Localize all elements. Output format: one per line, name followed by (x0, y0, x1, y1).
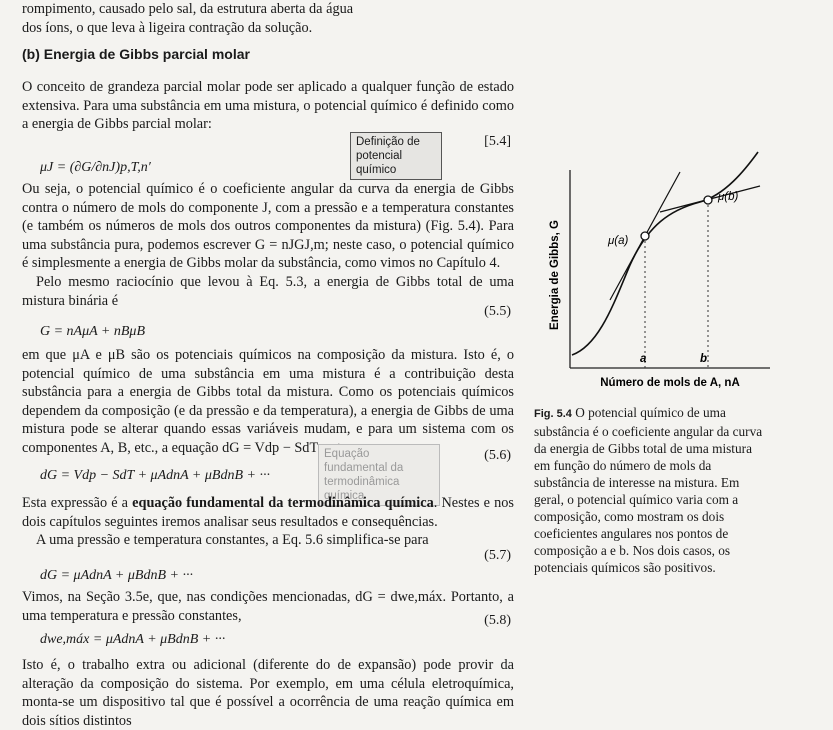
equation: μJ = (∂G/∂nJ)p,T,n′ (40, 160, 151, 175)
paragraph: O conceito de grandeza parcial molar pod… (22, 79, 514, 132)
paragraph: em que μA e μB são os potenciais químico… (22, 347, 514, 456)
composition-label: b (700, 353, 707, 365)
caption-text: O potencial químico de uma substância é … (534, 405, 763, 575)
equation-number: (5.7) (484, 548, 511, 563)
equation-note: Definição de potencial químico (350, 132, 442, 180)
top-line: rompimento, causado pelo sal, da estrutu… (22, 1, 354, 17)
equation-number: (5.5) (484, 304, 511, 319)
text: . Nestes e nos dois capítulos seguintes … (22, 495, 514, 530)
equation: dwe,máx = μAdnA + μBdnB + ··· (40, 632, 226, 647)
paragraph: Pelo mesmo raciocínio que levou à Eq. 5.… (22, 274, 514, 309)
equation: dG = μAdnA + μBdnB + ··· (40, 568, 193, 583)
x-axis-label: Número de mols de A, nA (600, 377, 740, 389)
text: Esta expressão é a (22, 495, 133, 511)
point-b (703, 195, 713, 205)
equation-number: [5.4] (484, 134, 511, 149)
equation-note: Equação fundamental da termodinâmica quí… (318, 444, 440, 506)
equation: dG = Vdp − SdT + μAdnA + μBdnB + ··· (40, 468, 270, 483)
equation-number: (5.8) (484, 613, 511, 628)
figure-caption: Fig. 5.4 O potencial químico de uma subs… (534, 404, 766, 576)
section-heading: (b) Energia de Gibbs parcial molar (22, 46, 250, 62)
equation: G = nAμA + nBμB (40, 324, 146, 339)
point-a (640, 231, 650, 241)
paragraph: Isto é, o trabalho extra ou adicional (d… (22, 657, 514, 729)
paragraph: Esta expressão é a equação fundamental d… (22, 494, 514, 531)
point-label: μ(a) (607, 235, 629, 247)
paragraph: A uma pressão e temperatura constantes, … (36, 532, 429, 548)
bold-text: equação fundamental da termodinâmica quí… (132, 495, 434, 511)
paragraph: Ou seja, o potencial químico é o coefici… (22, 181, 514, 271)
caption-label: Fig. 5.4 (534, 408, 572, 420)
figure: μ(a) μ(b) a b Energia de Gibbs, G Número… (549, 151, 770, 389)
y-axis-label: Energia de Gibbs, G (549, 220, 561, 330)
paragraph: Vimos, na Seção 3.5e, que, nas condições… (22, 589, 514, 624)
gibbs-curve (571, 151, 759, 356)
composition-label: a (640, 353, 647, 365)
point-label: μ(b) (717, 191, 739, 203)
top-line: dos íons, o que leva à ligeira contração… (22, 20, 313, 36)
equation-number: (5.6) (484, 448, 511, 463)
